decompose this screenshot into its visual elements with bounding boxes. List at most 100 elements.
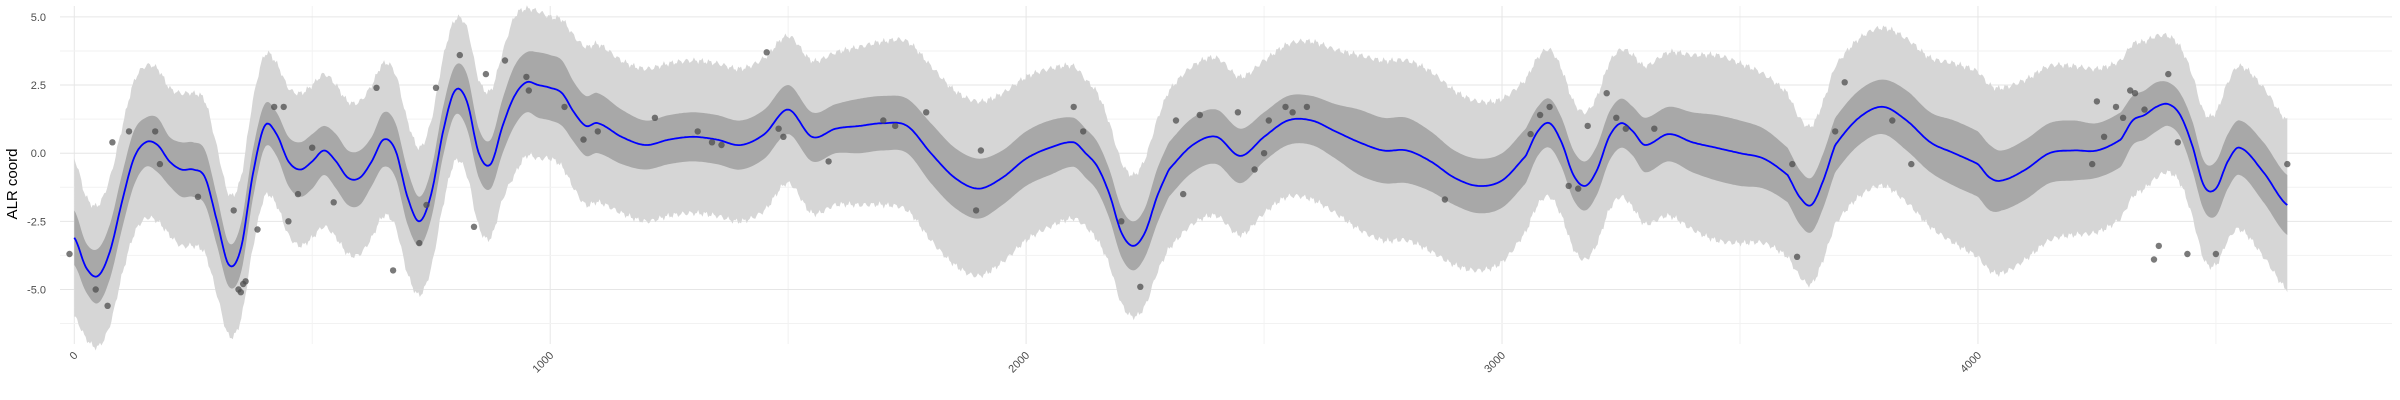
- data-point: [651, 114, 659, 122]
- data-point: [923, 109, 930, 116]
- data-point: [1070, 103, 1077, 111]
- data-point: [1172, 117, 1180, 124]
- data-point: [242, 278, 249, 285]
- data-point: [1527, 130, 1534, 138]
- data-point: [92, 286, 99, 293]
- data-point: [1789, 160, 1796, 168]
- data-point: [2127, 87, 2134, 94]
- data-point: [237, 289, 244, 296]
- data-point: [2131, 90, 2139, 97]
- data-point: [525, 87, 532, 94]
- data-point: [1546, 103, 1553, 111]
- x-tick-labels: 0 1000 2000 3000 4000: [68, 350, 1985, 376]
- data-point: [309, 144, 316, 151]
- data-point: [1841, 79, 1848, 86]
- data-point: [1536, 111, 1544, 119]
- data-point: [1180, 190, 1187, 198]
- data-point: [694, 128, 701, 135]
- data-point: [482, 70, 490, 78]
- mean-line: [73, 80, 2288, 278]
- data-point: [763, 49, 770, 56]
- data-point: [1622, 125, 1630, 132]
- data-point: [389, 267, 397, 274]
- y-tick-label: -2.5: [27, 216, 46, 228]
- credible-bands: [74, 5, 2288, 351]
- data-point: [1584, 122, 1591, 130]
- data-point: [1282, 103, 1289, 111]
- observation-points: [66, 49, 2291, 309]
- data-point: [977, 147, 985, 154]
- data-point: [104, 302, 111, 309]
- inner-credible-band: [74, 51, 2288, 304]
- data-point: [1118, 218, 1125, 225]
- y-tick-label: 5.0: [31, 12, 46, 24]
- data-point: [1793, 253, 1801, 260]
- data-point: [271, 103, 278, 111]
- data-point: [1832, 128, 1839, 135]
- data-point: [1137, 283, 1144, 290]
- x-tick-label: 3000: [1482, 350, 1508, 376]
- data-point: [718, 141, 725, 149]
- data-point: [152, 128, 159, 135]
- data-point: [2212, 250, 2220, 258]
- data-point: [2155, 242, 2162, 250]
- data-point: [2141, 106, 2148, 113]
- y-tick-label: -5.0: [27, 285, 46, 297]
- data-point: [2093, 98, 2101, 105]
- data-point: [2184, 250, 2191, 258]
- data-point: [561, 103, 568, 111]
- data-point: [294, 190, 302, 198]
- data-point: [1889, 117, 1896, 124]
- data-point: [330, 199, 337, 206]
- data-point: [285, 218, 292, 225]
- data-point: [2112, 103, 2120, 111]
- mean-line-layer: [73, 80, 2288, 278]
- data-point: [1613, 114, 1620, 122]
- data-point: [1603, 90, 1610, 97]
- data-point: [825, 158, 832, 165]
- data-point: [194, 193, 202, 200]
- data-point: [2150, 256, 2158, 263]
- data-point: [1908, 160, 1915, 168]
- data-point: [1441, 196, 1449, 203]
- data-point: [2089, 160, 2096, 168]
- data-point: [1260, 150, 1268, 157]
- data-point: [1234, 109, 1242, 116]
- data-point: [1651, 125, 1658, 132]
- data-point: [775, 125, 782, 132]
- x-tick-label: 4000: [1958, 350, 1984, 376]
- data-point: [254, 226, 261, 233]
- data-point: [780, 133, 787, 140]
- y-tick-label: 2.5: [31, 80, 46, 92]
- data-point: [1265, 117, 1273, 124]
- data-point: [432, 84, 440, 92]
- data-point: [109, 139, 116, 146]
- data-point: [1575, 185, 1582, 192]
- data-point: [1303, 103, 1311, 111]
- data-point: [580, 136, 587, 143]
- data-point: [373, 84, 380, 92]
- data-point: [456, 51, 463, 59]
- x-tick-label: 1000: [531, 350, 557, 376]
- data-point: [880, 117, 887, 124]
- data-point: [501, 57, 509, 64]
- data-point: [523, 73, 530, 81]
- data-point: [470, 223, 478, 230]
- data-point: [2284, 160, 2291, 168]
- x-tick-label: 2000: [1006, 350, 1032, 376]
- data-point: [2174, 139, 2181, 146]
- y-tick-label: 0.0: [31, 148, 46, 160]
- data-point: [594, 128, 601, 135]
- data-point: [1251, 166, 1258, 173]
- data-point: [2100, 133, 2108, 140]
- data-point: [972, 207, 980, 214]
- data-point: [125, 128, 133, 135]
- data-point: [156, 160, 164, 168]
- x-tick-label: 0: [68, 350, 81, 363]
- data-point: [416, 239, 423, 247]
- data-point: [2119, 114, 2127, 122]
- y-tick-labels: 5.0 2.5 0.0 -2.5 -5.0: [27, 12, 46, 297]
- y-axis-title: ALR coord: [4, 149, 21, 220]
